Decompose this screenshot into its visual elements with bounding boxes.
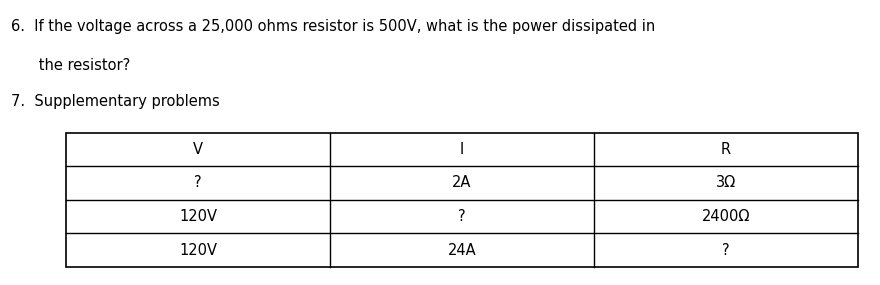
Text: the resistor?: the resistor? [11, 58, 130, 74]
Text: V: V [193, 142, 203, 157]
Text: ?: ? [458, 209, 466, 224]
Text: 120V: 120V [179, 209, 217, 224]
Text: I: I [460, 142, 464, 157]
Text: R: R [721, 142, 731, 157]
Text: ?: ? [722, 243, 730, 258]
Text: 3Ω: 3Ω [716, 176, 736, 190]
Text: 7.  Supplementary problems: 7. Supplementary problems [11, 94, 219, 109]
Text: ?: ? [194, 176, 202, 190]
Text: 120V: 120V [179, 243, 217, 258]
Text: 2400Ω: 2400Ω [702, 209, 750, 224]
Text: 2A: 2A [452, 176, 472, 190]
Text: 24A: 24A [448, 243, 476, 258]
Text: 6.  If the voltage across a 25,000 ohms resistor is 500V, what is the power diss: 6. If the voltage across a 25,000 ohms r… [11, 19, 655, 34]
Bar [66, 133, 858, 267]
